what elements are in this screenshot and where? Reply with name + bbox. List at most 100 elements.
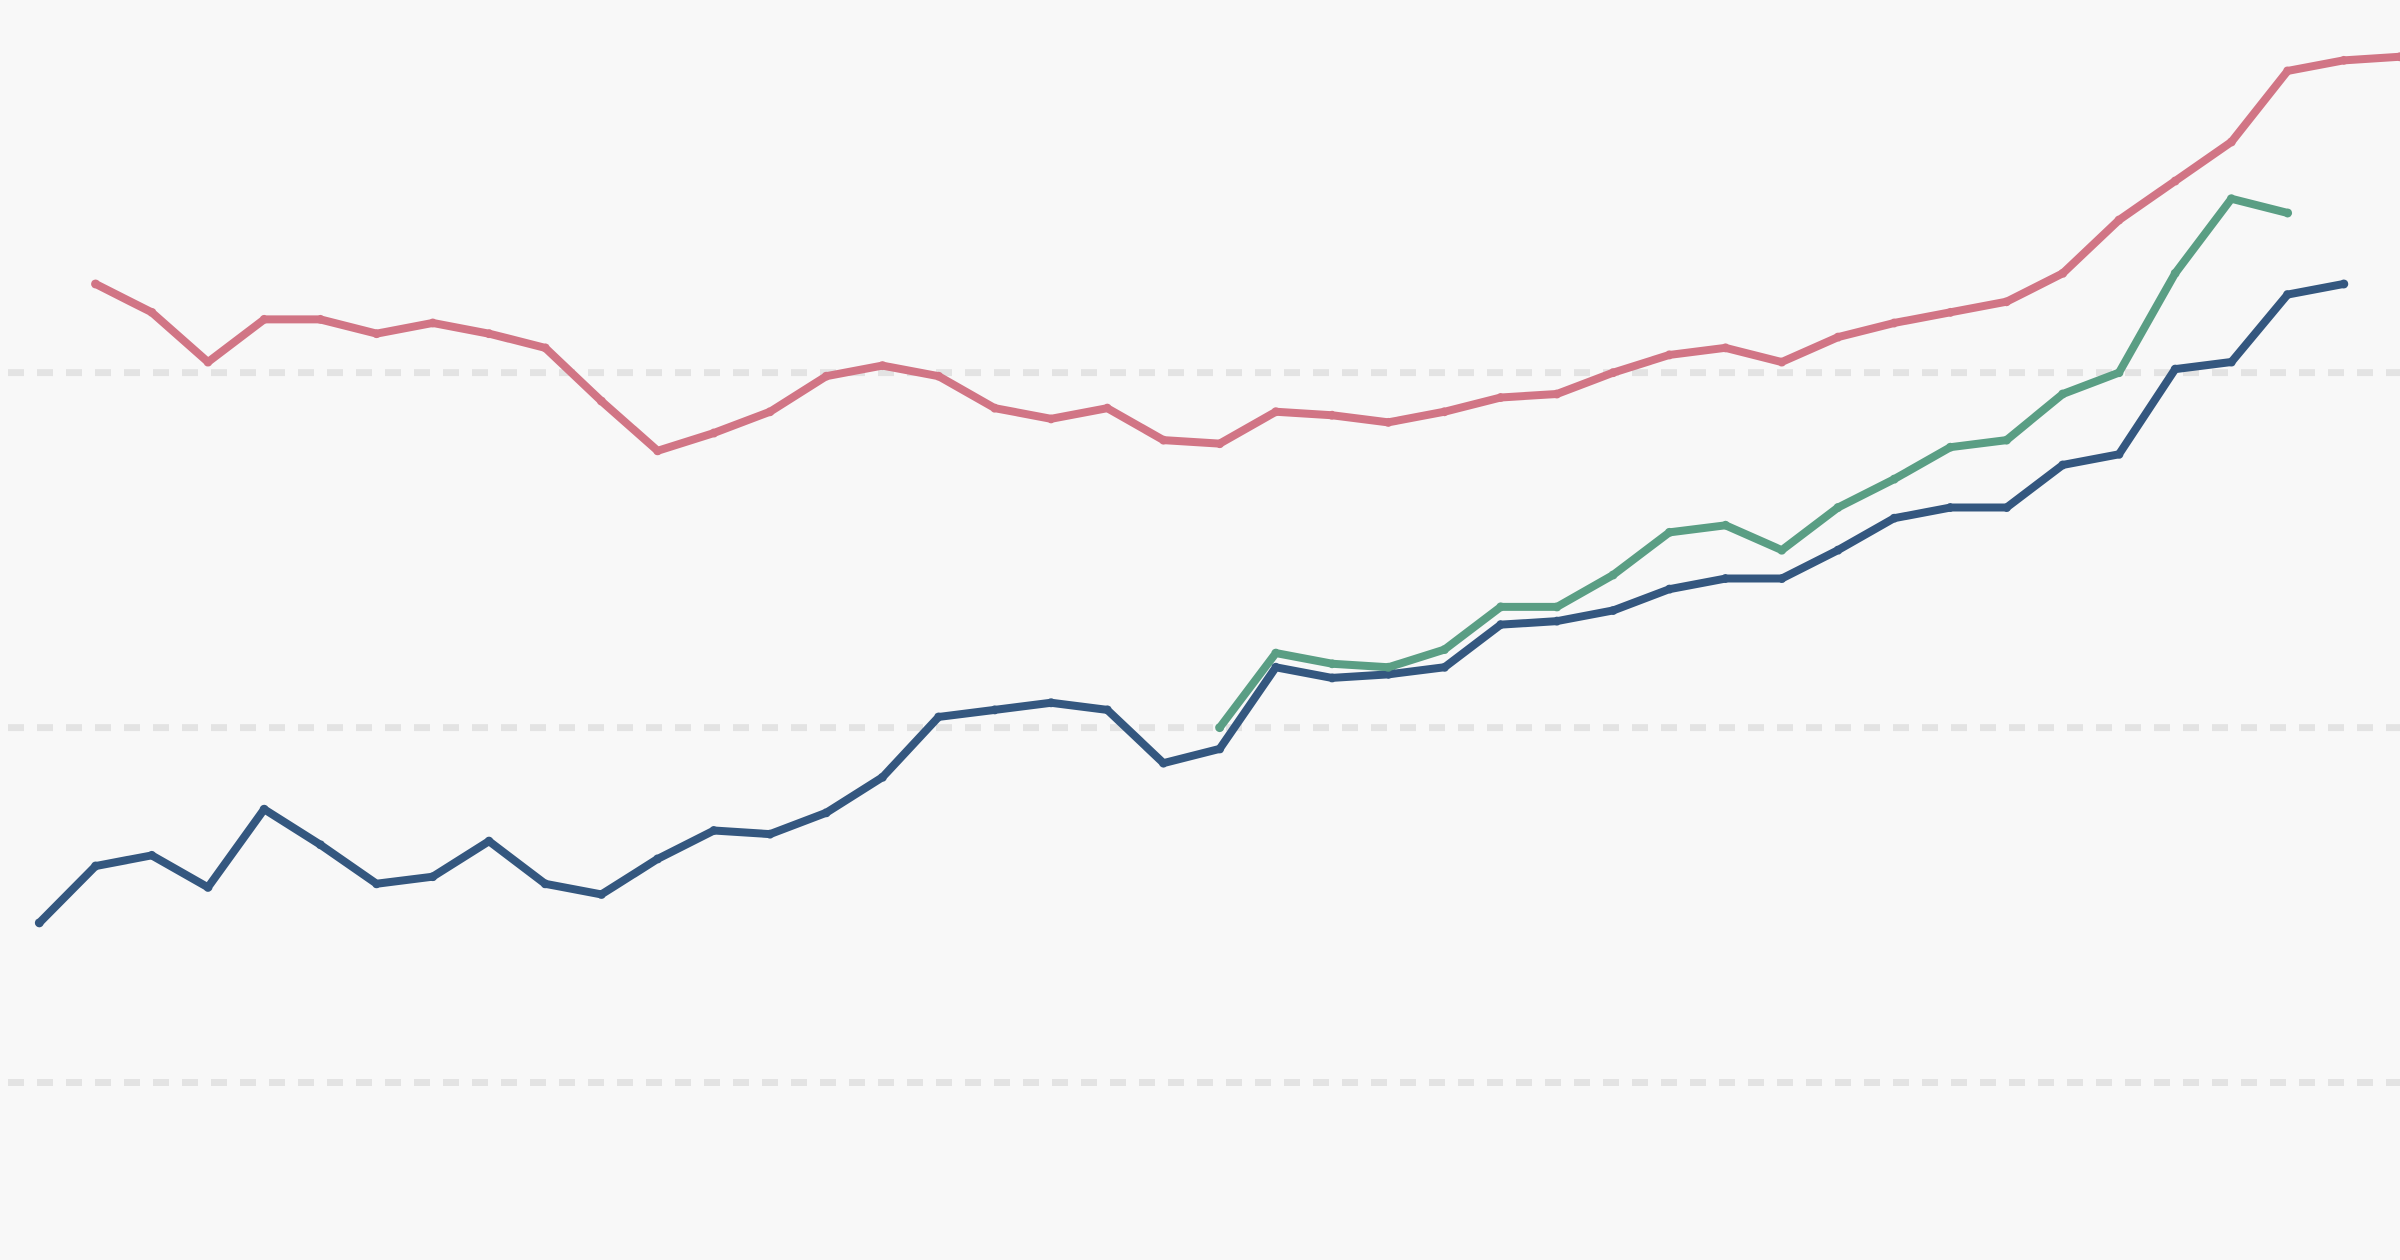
series-0-point-34 — [2002, 297, 2012, 307]
series-2-point-8 — [1664, 527, 1674, 537]
series-1-point-23 — [1327, 673, 1337, 683]
series-0-point-5 — [372, 329, 382, 339]
series-1-point-35 — [2002, 503, 2012, 513]
series-1-point-7 — [428, 872, 438, 882]
series-0-point-14 — [877, 361, 887, 371]
series-0-point-3 — [259, 314, 269, 324]
series-0-point-4 — [315, 314, 325, 324]
series-0-point-40 — [2339, 55, 2349, 65]
series-1-point-13 — [765, 829, 775, 839]
series-0-point-1 — [147, 307, 157, 317]
series-1-point-26 — [1496, 620, 1506, 630]
series-2-point-6 — [1552, 602, 1562, 612]
series-0-point-0 — [91, 279, 101, 289]
series-1-point-32 — [1833, 545, 1843, 555]
series-1-point-0 — [34, 918, 44, 928]
series-2-point-10 — [1777, 545, 1787, 555]
series-0-point-8 — [540, 343, 550, 353]
series-1-point-20 — [1158, 758, 1168, 768]
series-2-point-12 — [1889, 474, 1899, 484]
series-1-point-1 — [91, 861, 101, 871]
series-1-point-10 — [596, 889, 606, 899]
series-0-point-36 — [2114, 215, 2124, 225]
series-0-point-17 — [1046, 414, 1056, 424]
series-1-point-39 — [2226, 357, 2236, 367]
series-1-point-25 — [1439, 662, 1449, 672]
gridlines — [8, 369, 2400, 1087]
series-1-point-6 — [372, 879, 382, 889]
series-0-point-38 — [2226, 137, 2236, 147]
series-2-point-18 — [2226, 194, 2236, 204]
series-1-point-31 — [1777, 574, 1787, 584]
series-1-point-37 — [2114, 449, 2124, 459]
series-1-point-30 — [1721, 574, 1731, 584]
series-0-point-23 — [1383, 417, 1393, 427]
series-1-point-4 — [259, 804, 269, 814]
series-1-point-19 — [1102, 705, 1112, 715]
series-2-point-19 — [2283, 208, 2293, 218]
series-2-point-16 — [2114, 368, 2124, 378]
series-1-point-33 — [1889, 513, 1899, 523]
series-line-2 — [1216, 194, 2289, 731]
series-1-point-38 — [2170, 364, 2180, 374]
series-0-point-22 — [1327, 410, 1337, 420]
series-0-point-35 — [2058, 268, 2068, 278]
series-2-point-14 — [2002, 435, 2012, 445]
series-1-point-3 — [203, 882, 213, 892]
series-0-point-12 — [765, 407, 775, 417]
series-1-point-40 — [2283, 290, 2293, 300]
series-1-point-36 — [2058, 460, 2068, 470]
series-1-point-24 — [1383, 669, 1393, 679]
series-0-point-31 — [1833, 332, 1843, 342]
series-0-point-16 — [990, 403, 1000, 413]
series-1-point-14 — [821, 808, 831, 818]
series-1-point-27 — [1552, 616, 1562, 626]
series-0-point-39 — [2283, 66, 2293, 76]
series-1-point-16 — [934, 712, 944, 722]
series-0-point-28 — [1664, 350, 1674, 360]
series-0-point-26 — [1552, 389, 1562, 399]
series-0-point-29 — [1721, 343, 1731, 353]
series-1-point-21 — [1215, 744, 1225, 754]
series-line-0 — [93, 52, 2400, 455]
series-0-point-32 — [1889, 318, 1899, 328]
series-0-point-30 — [1777, 357, 1787, 367]
series-0-point-27 — [1608, 368, 1618, 378]
series-0-point-18 — [1102, 403, 1112, 413]
series-0-point-37 — [2170, 176, 2180, 186]
series-line-1 — [36, 280, 2345, 926]
series-2-point-13 — [1945, 442, 1955, 452]
series-2-point-4 — [1439, 645, 1449, 655]
series-1-point-28 — [1608, 605, 1618, 615]
series-1-point-8 — [484, 836, 494, 846]
series-0-point-7 — [484, 329, 494, 339]
series-1-point-18 — [1046, 698, 1056, 708]
series-lines — [34, 52, 2400, 928]
series-2-point-1 — [1271, 648, 1281, 658]
series-0-point-21 — [1271, 407, 1281, 417]
series-1-point-17 — [990, 705, 1000, 715]
series-0-point-10 — [653, 446, 663, 456]
series-1-point-5 — [315, 840, 325, 850]
series-2-point-17 — [2170, 268, 2180, 278]
series-0-point-15 — [934, 371, 944, 381]
series-0-point-25 — [1496, 393, 1506, 403]
series-2-point-2 — [1327, 659, 1337, 669]
series-1-point-9 — [540, 879, 550, 889]
series-2-point-0 — [1215, 723, 1225, 733]
series-0-point-19 — [1158, 435, 1168, 445]
series-1-point-22 — [1271, 662, 1281, 672]
series-0-point-41 — [2395, 52, 2400, 62]
series-2-point-7 — [1608, 570, 1618, 580]
series-1-point-2 — [147, 850, 157, 860]
series-2-point-11 — [1833, 503, 1843, 513]
series-2-point-9 — [1721, 520, 1731, 530]
series-0-point-33 — [1945, 307, 1955, 317]
series-0-point-20 — [1215, 439, 1225, 449]
series-2-point-5 — [1496, 602, 1506, 612]
series-0-point-24 — [1439, 407, 1449, 417]
series-0-point-6 — [428, 318, 438, 328]
series-0-point-13 — [821, 371, 831, 381]
series-1-point-15 — [877, 772, 887, 782]
series-1-point-41 — [2339, 279, 2349, 289]
